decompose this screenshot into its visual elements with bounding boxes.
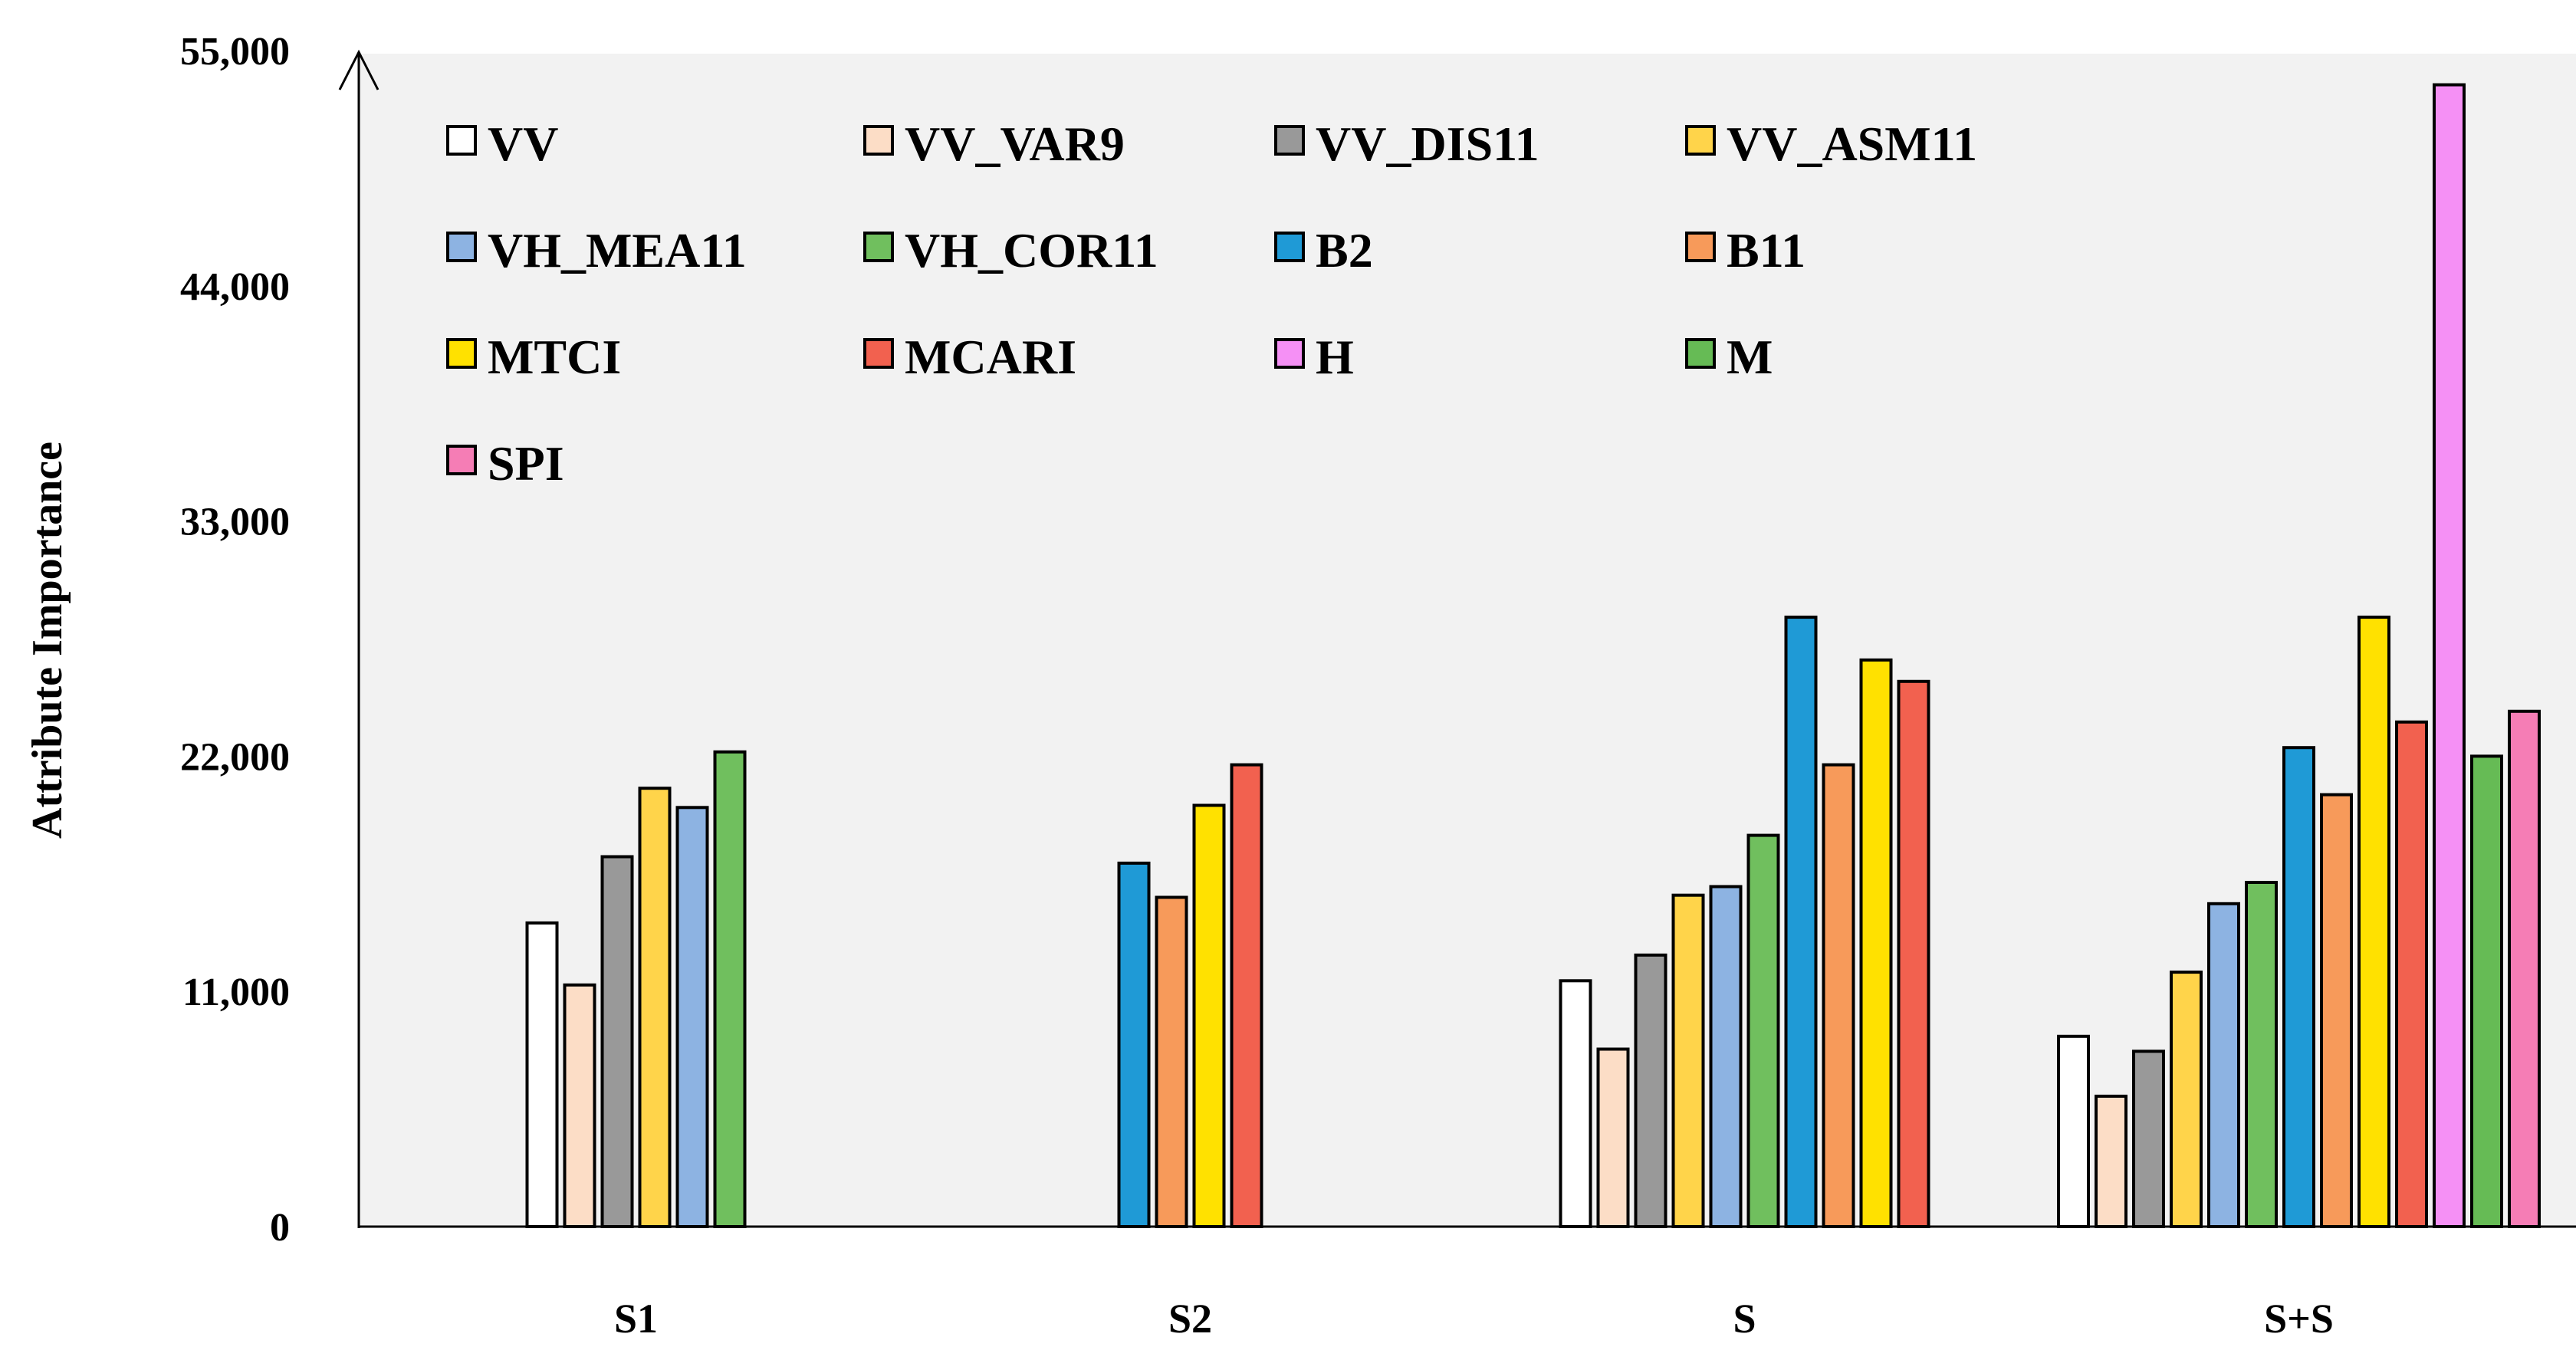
legend-swatch-vv-var9	[863, 125, 894, 156]
x-category-label-s: S	[1733, 1296, 1756, 1342]
bar-s1-vv	[525, 921, 559, 1229]
bar-s2-mtci	[1192, 803, 1226, 1228]
bar-s-s-m	[2470, 754, 2503, 1228]
bar-s-vv-var9	[1596, 1047, 1630, 1228]
legend-label-vv: VV	[488, 117, 558, 171]
legend-swatch-vv	[446, 125, 477, 156]
bar-s1-vv-var9	[563, 983, 596, 1229]
bar-s-vv-asm11	[1671, 893, 1705, 1228]
bar-s-s-b2	[2282, 746, 2315, 1228]
y-tick-label-4: 44,000	[180, 265, 290, 309]
bar-s-s-vv-var9	[2095, 1094, 2128, 1229]
legend-swatch-vh-cor11	[863, 232, 894, 262]
legend-label-h: H	[1316, 330, 1354, 384]
legend-swatch-vh-mea11	[446, 232, 477, 262]
legend-swatch-mcari	[863, 338, 894, 369]
bar-s2-mcari	[1230, 763, 1263, 1228]
legend-swatch-spi	[446, 445, 477, 475]
legend-label-vh-cor11: VH_COR11	[905, 223, 1158, 278]
bar-s-vh-cor11	[1746, 833, 1780, 1228]
y-axis-arrow-icon	[338, 49, 380, 90]
legend-swatch-m	[1685, 338, 1716, 369]
x-category-labels: S1 S2 S S+S	[614, 1296, 2334, 1342]
x-category-label-s2: S2	[1168, 1296, 1212, 1342]
x-category-label-s-s: S+S	[2264, 1296, 2334, 1342]
bar-s1-vv-asm11	[638, 787, 672, 1228]
legend-label-mtci: MTCI	[488, 330, 621, 384]
legend-swatch-vv-dis11	[1274, 125, 1305, 156]
legend-label-spi: SPI	[488, 436, 564, 491]
bar-s1-vh-cor11	[713, 750, 747, 1228]
legend-swatch-h	[1274, 338, 1305, 369]
bar-s-mcari	[1897, 679, 1930, 1228]
bar-s-s-b11	[2320, 793, 2353, 1228]
bar-s-s-vv-asm11	[2170, 971, 2203, 1228]
legend-label-vv-var9: VV_VAR9	[905, 117, 1125, 171]
y-tick-label-1: 11,000	[182, 971, 290, 1014]
bar-s-s-mtci	[2358, 616, 2390, 1228]
legend-swatch-b11	[1685, 232, 1716, 262]
x-category-label-s1: S1	[614, 1296, 658, 1342]
bar-s-vv-dis11	[1634, 953, 1668, 1229]
bar-s-s-vv-dis11	[2132, 1050, 2165, 1229]
legend-label-m: M	[1727, 330, 1773, 384]
bars-group	[525, 83, 2541, 1229]
legend-label-b2: B2	[1316, 223, 1373, 278]
y-tick-label-3: 33,000	[180, 501, 290, 544]
legend-label-vv-dis11: VV_DIS11	[1316, 117, 1539, 171]
legend-swatch-b2	[1274, 232, 1305, 262]
bar-s-vv	[1559, 979, 1592, 1229]
bar-s-s-vh-mea11	[2207, 902, 2240, 1229]
bar-s-s-vv	[2057, 1034, 2090, 1229]
y-tick-label-0: 0	[270, 1206, 290, 1250]
bar-s-s-vh-cor11	[2245, 881, 2278, 1228]
y-tick-labels: 0 11,000 22,000 33,000 44,000 55,000	[180, 30, 290, 1250]
bar-s2-b11	[1155, 895, 1188, 1228]
legend-label-mcari: MCARI	[905, 330, 1076, 384]
y-tick-label-5: 55,000	[180, 30, 290, 74]
legend-label-vh-mea11: VH_MEA11	[488, 223, 747, 278]
legend-label-vv-asm11: VV_ASM11	[1727, 117, 1977, 171]
legend: VV VV_VAR9 VV_DIS11 VV_ASM11 VH_MEA11 VH_COR1…	[446, 117, 1977, 491]
bar-s-s-mcari	[2395, 720, 2428, 1228]
bar-s-s-h	[2433, 83, 2466, 1229]
y-axis-title: Attribute Importance	[24, 442, 71, 839]
legend-swatch-vv-asm11	[1685, 125, 1716, 156]
legend-swatch-mtci	[446, 338, 477, 369]
bar-s-s-spi	[2508, 709, 2541, 1228]
bar-s1-vh-mea11	[675, 806, 709, 1229]
y-tick-label-2: 22,000	[180, 735, 290, 779]
legend-label-b11: B11	[1727, 223, 1806, 278]
bar-s2-b2	[1117, 861, 1151, 1229]
bar-s-b11	[1822, 763, 1855, 1228]
bar-s1-vv-dis11	[600, 855, 634, 1228]
bar-s-b2	[1784, 616, 1818, 1228]
bar-s-vh-mea11	[1709, 885, 1743, 1228]
bar-s-mtci	[1859, 658, 1893, 1228]
